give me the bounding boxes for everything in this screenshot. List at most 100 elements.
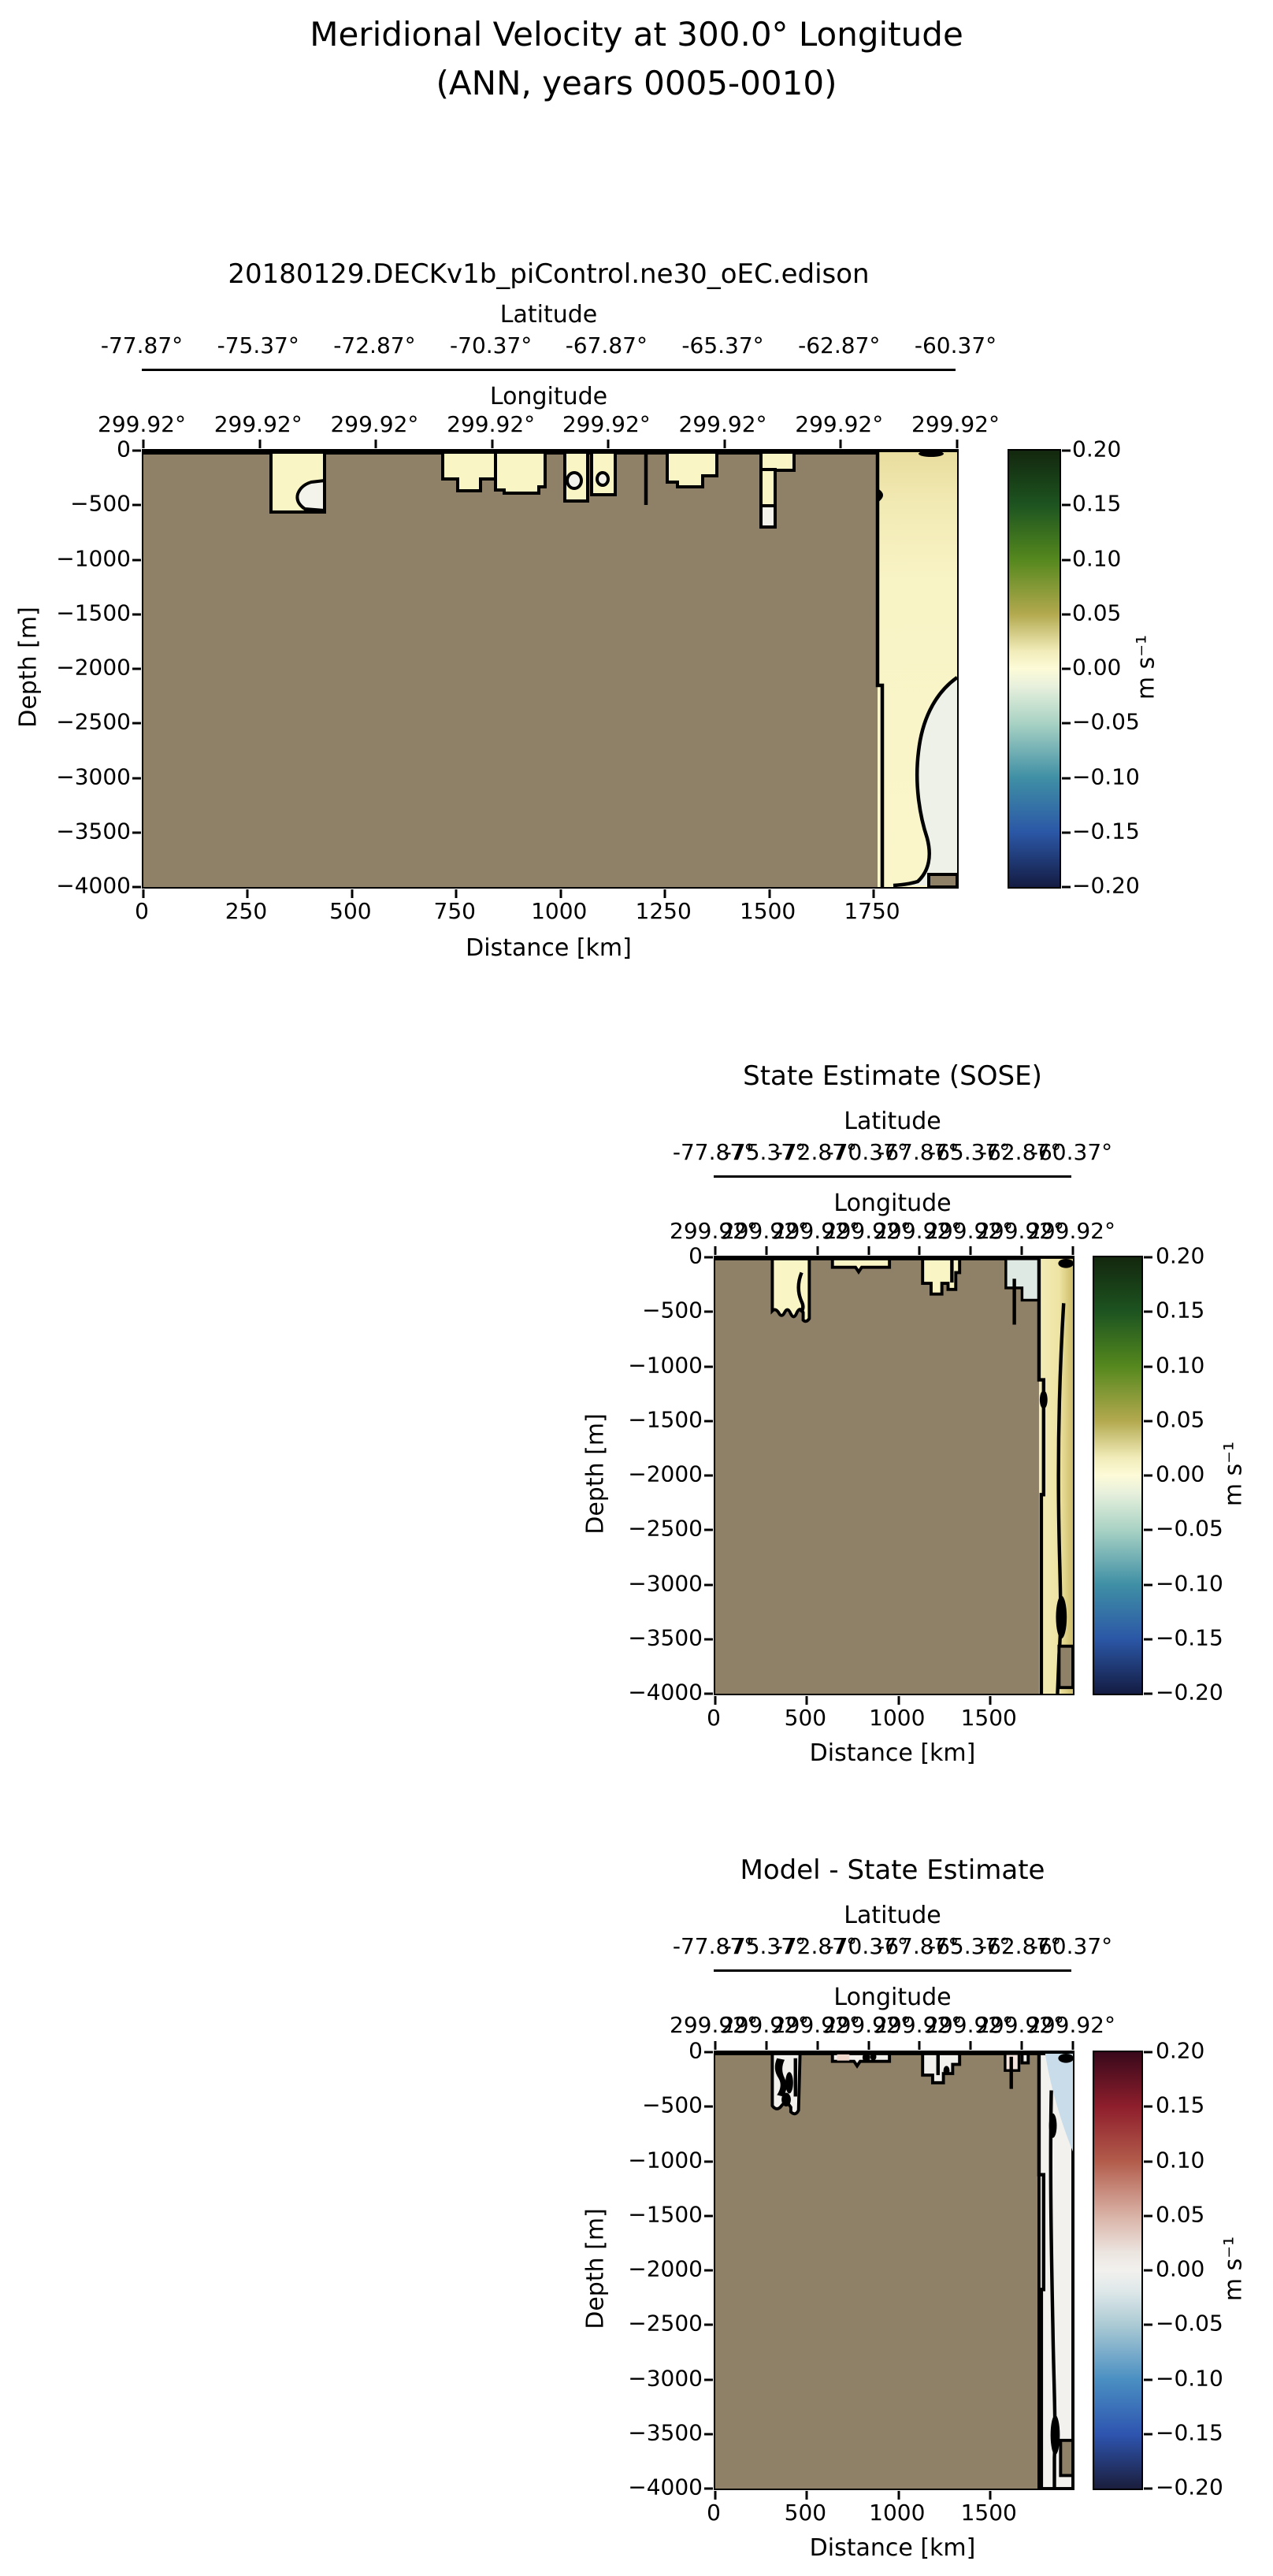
tick-label: −2000 [628, 1461, 703, 1487]
tick-mark [132, 885, 141, 889]
tick-mark [1062, 503, 1071, 507]
tick-label: 0.05 [1156, 1406, 1205, 1433]
tick-mark [1144, 1256, 1152, 1259]
tick-label: 299.92° [771, 1218, 860, 1244]
tick-mark [897, 2491, 900, 2500]
tick-label: 299.92° [976, 1218, 1065, 1244]
tick-label: -65.37° [681, 332, 764, 358]
tick-mark [704, 1638, 713, 1641]
tick-label: 299.92° [330, 411, 419, 437]
tick-mark [989, 1696, 992, 1705]
lon-tick-labels: 299.92° 299.92° 299.92° 299.92° 299.92° 299.9… [670, 2012, 1115, 2039]
colorbar-tick-labels: 0.20 0.15 0.10 0.05 0.00 −0.05 −0.10 −0.15 −0.20 [1156, 2038, 1242, 2500]
tick-label: 0 [688, 1242, 703, 1269]
tick-label: −4000 [56, 872, 131, 899]
tick-mark [258, 440, 262, 448]
zero-contours [774, 2052, 1073, 2489]
section-axes-sose [704, 1246, 1074, 1705]
tick-mark [704, 2487, 713, 2490]
distance-tick-labels: 0 250 500 750 1000 1250 1500 1750 [135, 898, 956, 925]
tick-mark [969, 2041, 972, 2050]
colorbar-tick-marks [1094, 2051, 1152, 2490]
tick-label: −0.05 [1156, 2310, 1223, 2337]
colorbar-unit-label: m s⁻¹ [1219, 2236, 1248, 2302]
tick-mark [132, 503, 141, 507]
tick-mark [1144, 1692, 1152, 1695]
tick-mark [1020, 1246, 1023, 1255]
tick-label: 1000 [531, 898, 588, 924]
tick-label: -75.37° [217, 332, 299, 358]
tick-mark [765, 2041, 768, 2050]
tick-label: −1000 [56, 545, 131, 571]
tick-mark [351, 889, 354, 898]
lon-axis-label: Longitude [489, 383, 608, 410]
tick-mark [704, 2269, 713, 2272]
tick-label: -60.37° [914, 332, 997, 358]
tick-mark [723, 440, 726, 448]
tick-mark [704, 1583, 713, 1586]
depth-tick-labels: 0 −500 −1000 −1500 −2000 −2500 −3000 −3500 −4000 [607, 1243, 703, 1706]
tick-mark [663, 889, 666, 898]
lat-axis-label: Latitude [844, 1108, 941, 1135]
tick-mark [1144, 2269, 1152, 2272]
tick-label: −1500 [56, 599, 131, 626]
lon-axis-label: Longitude [833, 1190, 952, 1217]
tick-mark [1144, 2487, 1152, 2490]
tick-mark [132, 449, 141, 452]
tick-label: 0.20 [1156, 2037, 1205, 2064]
zero-contours [875, 451, 957, 887]
tick-label: 299.92° [795, 411, 884, 437]
tick-mark [1062, 885, 1071, 889]
tick-mark [1071, 2041, 1074, 2050]
tick-label: -77.87° [672, 1933, 755, 1959]
tick-label: -67.87° [877, 1139, 959, 1165]
tick-mark [1062, 613, 1071, 616]
section-axes-difference [704, 2041, 1074, 2500]
tick-label: 299.92° [911, 411, 1000, 437]
tick-label: 299.92° [976, 2012, 1065, 2038]
tick-mark [132, 613, 141, 616]
tick-label: −0.10 [1072, 763, 1140, 789]
tick-mark [969, 1246, 972, 1255]
tick-label: 0.15 [1156, 2092, 1205, 2118]
tick-mark [1144, 1420, 1152, 1423]
tick-label: −500 [70, 490, 131, 517]
tick-label: 0.00 [1072, 654, 1122, 681]
tick-mark [768, 889, 771, 898]
tick-mark [704, 1256, 713, 1259]
tick-mark [607, 440, 610, 448]
tick-mark [867, 1246, 870, 1255]
tick-mark [956, 440, 959, 448]
tick-mark [1144, 2323, 1152, 2326]
lon-tick-labels: 299.92° 299.92° 299.92° 299.92° 299.92° 299.9… [670, 1218, 1115, 1245]
tick-mark [704, 2323, 713, 2326]
tick-mark [1062, 449, 1071, 452]
tick-mark [872, 889, 875, 898]
tick-label: −2000 [56, 654, 131, 681]
land-mask [715, 1257, 1073, 1694]
tick-label: −3000 [628, 1570, 703, 1596]
tick-label: 299.92° [771, 2012, 860, 2038]
tick-mark [816, 1246, 819, 1255]
tick-label: 1500 [960, 2500, 1017, 2526]
tick-label: 1000 [869, 1705, 926, 1731]
tick-label: -70.37° [826, 1139, 908, 1165]
tick-label: -75.37° [723, 1933, 807, 1959]
depth-axis-label: Depth [m] [581, 1413, 610, 1535]
colorbar-tick-marks [1009, 449, 1071, 889]
tick-label: 299.92° [1027, 2012, 1115, 2038]
tick-mark [704, 1310, 713, 1313]
tick-mark [1144, 2433, 1152, 2436]
tick-mark [132, 777, 141, 779]
tick-mark [1144, 2051, 1152, 2054]
tick-label: 299.92° [720, 2012, 809, 2038]
distance-tick-labels: 0 500 1000 1500 [707, 2500, 1071, 2526]
tick-label: −0.20 [1156, 1679, 1223, 1706]
tick-mark [805, 2491, 808, 2500]
distance-axis-label: Distance [km] [466, 934, 632, 962]
tick-mark [1144, 2378, 1152, 2381]
tick-label: 0.15 [1072, 490, 1122, 517]
panel-title-model: 20180129.DECKv1b_piControl.ne30_oEC.edis… [228, 258, 870, 290]
land-pockets [1059, 2438, 1073, 2478]
tick-mark [1020, 2041, 1023, 2050]
